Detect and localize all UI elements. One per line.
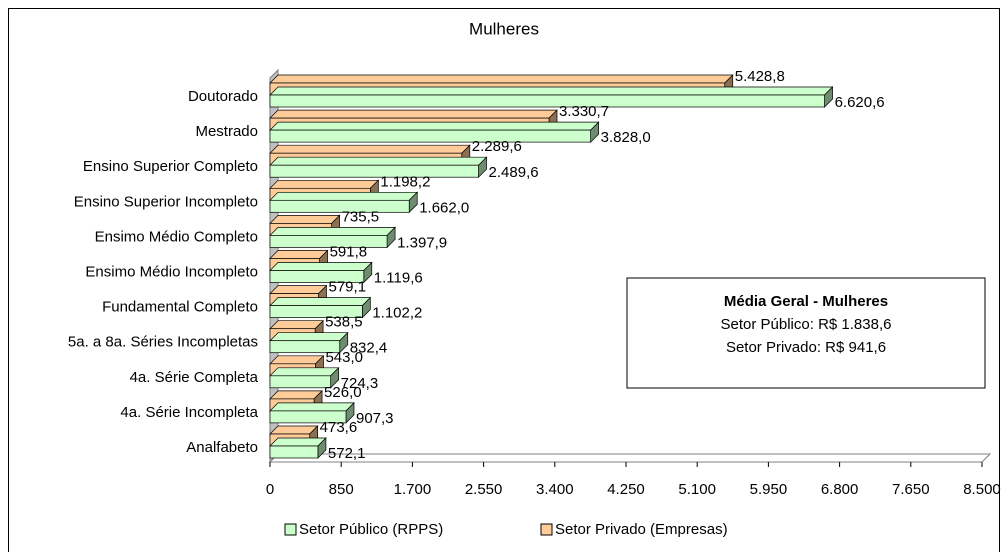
- y-tick-label: Analfabeto: [186, 439, 258, 456]
- bar-depth: [269, 109, 558, 119]
- bar-depth: [269, 390, 323, 400]
- legend-swatch: [540, 523, 553, 536]
- x-tick-label: 6.800: [821, 481, 859, 498]
- value-label: 591,8: [330, 243, 368, 260]
- bar-depth: [269, 215, 341, 224]
- bar: [269, 235, 388, 248]
- value-label: 473,6: [320, 419, 358, 436]
- bar-depth: [269, 437, 327, 447]
- value-label: 538,5: [325, 314, 363, 331]
- x-tick-label: 8.500: [963, 481, 1001, 498]
- y-tick-label: Mestrado: [195, 123, 258, 140]
- bar-depth: [269, 121, 600, 131]
- value-label: 2.289,6: [472, 138, 522, 155]
- value-label: 526,0: [324, 384, 362, 401]
- floor: [268, 453, 992, 463]
- value-label: 5.428,8: [735, 68, 785, 85]
- x-tick-label: 5.100: [678, 481, 716, 498]
- bar: [269, 340, 341, 354]
- y-tick-label: Ensimo Médio Incompleto: [85, 263, 258, 280]
- bar-depth: [269, 297, 372, 306]
- annotation-title: Média Geral - Mulheres: [724, 293, 888, 310]
- x-tick-label: 7.650: [892, 481, 930, 498]
- y-tick-label: Ensimo Médio Completo: [95, 228, 258, 245]
- annotation-box: [626, 277, 986, 389]
- y-tick-label: Ensino Superior Completo: [83, 158, 258, 175]
- legend-swatch: [284, 523, 297, 536]
- bar-depth: [269, 86, 834, 96]
- bar-depth: [269, 332, 349, 342]
- annotation-line: Setor Privado: R$ 941,6: [726, 339, 886, 356]
- y-tick-label: Doutorado: [188, 88, 258, 105]
- x-tick-label: 5.950: [750, 481, 788, 498]
- value-label: 724,3: [341, 375, 379, 392]
- bar: [269, 410, 347, 424]
- x-tick-label: 3.400: [536, 481, 574, 498]
- bar-depth: [269, 156, 488, 166]
- bar: [269, 445, 319, 459]
- bar-depth: [269, 191, 419, 201]
- value-label: 735,5: [342, 208, 380, 225]
- bar-depth: [269, 262, 373, 271]
- bar: [269, 164, 479, 178]
- bar-depth: [269, 402, 355, 412]
- annotation-line: Setor Público: R$ 1.838,6: [721, 316, 892, 333]
- y-tick-label: Ensino Superior Incompleto: [74, 193, 258, 210]
- bar-depth: [269, 179, 380, 189]
- x-tick-label: 0: [266, 481, 274, 498]
- value-label: 2.489,6: [489, 164, 539, 181]
- legend-label: Setor Público (RPPS): [299, 521, 443, 538]
- value-label: 6.620,6: [835, 94, 885, 111]
- y-tick-label: 5a. a 8a. Séries Incompletas: [68, 334, 258, 351]
- value-label: 1.662,0: [419, 199, 469, 216]
- bar-depth: [269, 250, 329, 259]
- value-label: 579,1: [329, 279, 367, 296]
- y-tick-label: 4a. Série Incompleta: [120, 404, 258, 421]
- value-label: 3.330,7: [559, 103, 609, 120]
- value-label: 1.397,9: [397, 234, 447, 251]
- bar-depth: [269, 74, 734, 84]
- bar: [269, 305, 363, 318]
- x-tick-label: 850: [329, 481, 354, 498]
- x-tick-label: 4.250: [607, 481, 645, 498]
- legend-label: Setor Privado (Empresas): [555, 521, 728, 538]
- chart-title: Mulheres: [469, 19, 539, 38]
- bar-depth: [269, 355, 325, 365]
- value-label: 1.119,6: [374, 269, 423, 286]
- y-tick-label: Fundamental Completo: [102, 299, 258, 316]
- value-label: 3.828,0: [601, 129, 651, 146]
- x-tick-label: 2.550: [465, 481, 503, 498]
- value-label: 832,4: [350, 340, 388, 357]
- bar-depth: [269, 367, 340, 377]
- bar: [269, 375, 332, 389]
- bar: [269, 94, 825, 108]
- value-label: 1.102,2: [372, 305, 422, 322]
- bar-depth: [269, 144, 471, 154]
- value-label: 907,3: [356, 410, 394, 427]
- bar: [269, 199, 410, 213]
- bar: [269, 129, 592, 143]
- value-label: 572,1: [328, 445, 366, 462]
- value-label: 543,0: [325, 349, 363, 366]
- bar-depth: [269, 320, 324, 330]
- value-label: 1.198,2: [380, 173, 430, 190]
- x-tick-label: 1.700: [394, 481, 432, 498]
- y-tick-label: 4a. Série Completa: [130, 369, 259, 386]
- bar-depth: [269, 227, 396, 236]
- bar: [269, 270, 365, 283]
- bar-depth: [269, 285, 328, 294]
